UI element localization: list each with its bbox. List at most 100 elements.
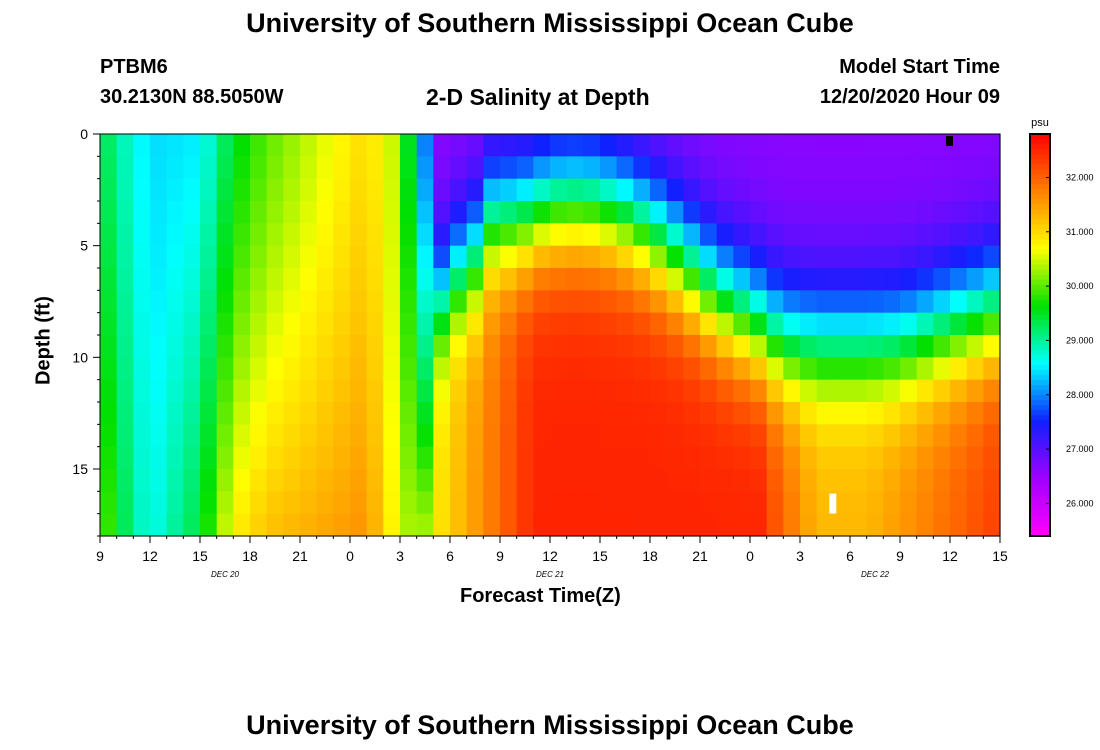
heatmap-cell [283, 446, 301, 470]
heatmap-cell [333, 223, 351, 247]
heatmap-cell [200, 513, 218, 537]
heatmap-cell [500, 491, 518, 515]
colorbar-band [1030, 254, 1050, 261]
heatmap-cell [116, 402, 134, 425]
heatmap-cell [966, 379, 984, 403]
colorbar-band [1030, 214, 1050, 221]
heatmap-cell [850, 402, 868, 425]
heatmap-cell [516, 357, 534, 381]
heatmap-cell [633, 469, 651, 492]
heatmap-cell [616, 424, 634, 448]
heatmap-cell [883, 335, 901, 358]
y-axis-label: Depth (ft) [32, 296, 55, 385]
heatmap-cell [533, 402, 551, 425]
heatmap-cell [983, 290, 1001, 314]
heatmap-cell [966, 245, 984, 269]
heatmap-cell [700, 178, 718, 202]
heatmap-cell [466, 379, 484, 403]
heatmap-cell [283, 469, 301, 492]
heatmap-cell [100, 469, 118, 492]
heatmap-cell [783, 223, 801, 247]
heatmap-cell [883, 245, 901, 269]
colorbar-band [1030, 154, 1050, 160]
heatmap-cell [850, 424, 868, 448]
heatmap-cell [100, 134, 118, 157]
heatmap-cell [733, 335, 751, 358]
heatmap-cell [850, 335, 868, 358]
heatmap-cell [166, 491, 184, 515]
heatmap-cell [550, 491, 568, 515]
heatmap-cell [333, 513, 351, 537]
heatmap-cell [500, 268, 518, 291]
heatmap-cell [383, 491, 401, 515]
heatmap-cell [466, 424, 484, 448]
heatmap-cell [883, 491, 901, 515]
heatmap-cell [550, 424, 568, 448]
heatmap-cell [450, 491, 468, 515]
heatmap-cell [316, 469, 334, 492]
heatmap-cell [633, 201, 651, 224]
heatmap-cell [316, 178, 334, 202]
heatmap-cell [866, 379, 884, 403]
heatmap-cell [216, 402, 234, 425]
heatmap-cell [616, 268, 634, 291]
colorbar-band [1030, 480, 1050, 487]
heatmap-cell [366, 357, 384, 381]
heatmap-cell [283, 156, 301, 180]
colorbar-band [1030, 355, 1050, 361]
heatmap-cell [216, 357, 234, 381]
heatmap-cell [466, 156, 484, 180]
heatmap-cell [300, 469, 318, 492]
heatmap-cell [600, 245, 618, 269]
heatmap-cell [500, 379, 518, 403]
heatmap-cell [500, 335, 518, 358]
heatmap-cell [850, 156, 868, 180]
heatmap-cell [800, 178, 818, 202]
heatmap-cell [900, 245, 918, 269]
heatmap-cell [883, 178, 901, 202]
heatmap-cell [233, 134, 251, 157]
heatmap-cell [750, 469, 768, 492]
heatmap-cell [516, 178, 534, 202]
heatmap-cell [466, 491, 484, 515]
heatmap-cell [800, 290, 818, 314]
heatmap-cell [600, 223, 618, 247]
heatmap-cell [683, 290, 701, 314]
heatmap-cell [916, 469, 934, 492]
heatmap-cell [516, 201, 534, 224]
heatmap-cell [516, 223, 534, 247]
heatmap-cell [183, 290, 201, 314]
heatmap-cell [666, 245, 684, 269]
colorbar-band [1030, 490, 1050, 497]
heatmap-cell [300, 357, 318, 381]
heatmap-cell [700, 469, 718, 492]
heatmap-cell [800, 446, 818, 470]
heatmap-cell [433, 402, 451, 425]
colorbar-band [1030, 340, 1050, 346]
heatmap-cell [333, 178, 351, 202]
heatmap-cell [600, 491, 618, 515]
heatmap-cell [550, 379, 568, 403]
colorbar-band [1030, 249, 1050, 256]
heatmap-cell [500, 357, 518, 381]
heatmap-cell [600, 357, 618, 381]
heatmap-cell [450, 379, 468, 403]
heatmap-cell [450, 178, 468, 202]
heatmap-cell [900, 156, 918, 180]
colorbar-band [1030, 455, 1050, 462]
heatmap-cell [716, 424, 734, 448]
heatmap-cell [283, 491, 301, 515]
heatmap-cell [616, 335, 634, 358]
heatmap-cell [850, 357, 868, 381]
heatmap-cell [600, 335, 618, 358]
heatmap-cell [750, 379, 768, 403]
colorbar-frame [1029, 133, 1051, 537]
heatmap-cell [816, 357, 834, 381]
heatmap-cell [233, 446, 251, 470]
heatmap-cell [416, 134, 434, 157]
heatmap-cell [966, 335, 984, 358]
heatmap-cell [866, 134, 884, 157]
heatmap-cell [983, 201, 1001, 224]
heatmap-cell [150, 335, 168, 358]
heatmap-cell [466, 513, 484, 537]
